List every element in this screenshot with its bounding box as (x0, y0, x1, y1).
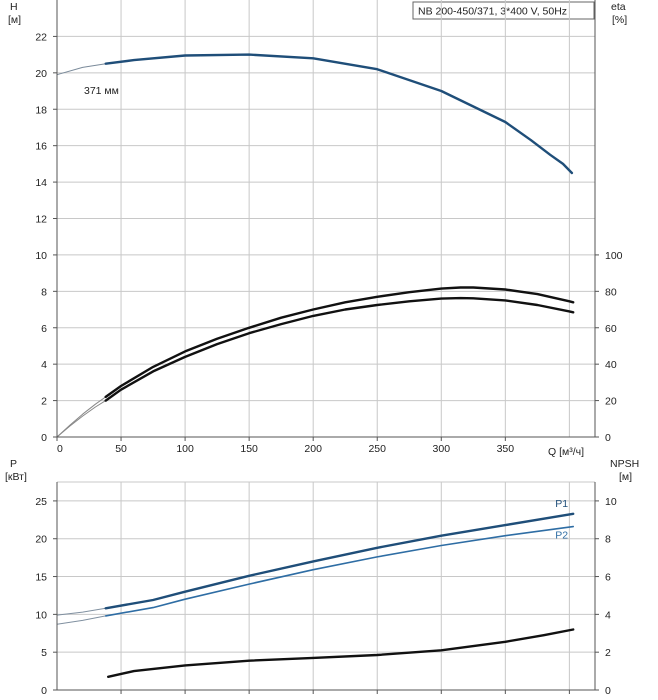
npsh-axis-label-unit: [м] (619, 471, 632, 483)
left-tick-label: 20 (35, 534, 47, 546)
right-tick-label: 6 (605, 572, 611, 584)
series-P2-extension-line (56, 615, 107, 625)
x-tick-label: 100 (176, 443, 194, 455)
right-tick-label: 4 (605, 609, 611, 621)
left-tick-label: 0 (41, 685, 47, 697)
x-tick-label: 200 (304, 443, 322, 455)
right-tick-label: 0 (605, 685, 611, 697)
flow-axis-label: Q [м³/ч] (548, 446, 584, 458)
series-label-p2: P2 (555, 530, 568, 542)
x-tick-label: 300 (433, 443, 451, 455)
right-tick-label: 2 (605, 647, 611, 659)
left-tick-label: 18 (35, 104, 47, 116)
series-eta-line (104, 286, 575, 399)
series-p2-line (104, 525, 575, 617)
head-axis-label-name: H (10, 1, 18, 13)
right-tick-label: 100 (605, 250, 623, 262)
eta-axis-label-name: eta (611, 1, 626, 13)
left-tick-label: 8 (41, 286, 47, 298)
series-head-extension-line (56, 63, 107, 76)
x-tick-label: 250 (368, 443, 386, 455)
right-tick-label: 10 (605, 496, 617, 508)
x-tick-label: 350 (497, 443, 515, 455)
left-tick-label: 0 (41, 432, 47, 444)
left-tick-label: 20 (35, 68, 47, 80)
right-tick-label: 8 (605, 534, 611, 546)
left-tick-label: 6 (41, 323, 47, 335)
right-tick-label: 60 (605, 323, 617, 335)
right-tick-label: 20 (605, 396, 617, 408)
series-label-p1: P1 (555, 498, 568, 510)
head-axis-label-unit: [м] (8, 14, 21, 26)
left-tick-label: 16 (35, 141, 47, 153)
eta-axis-label-unit: [%] (612, 14, 627, 26)
left-tick-label: 10 (35, 609, 47, 621)
right-tick-label: 0 (605, 432, 611, 444)
series-eta-line (104, 296, 575, 402)
left-tick-label: 2 (41, 396, 47, 408)
chart-title: NB 200-450/371, 3*400 V, 50Hz (418, 6, 567, 18)
series-p1-line (104, 512, 575, 610)
power-axis-label-name: P (10, 458, 17, 470)
left-tick-label: 22 (35, 31, 47, 43)
left-tick-label: 12 (35, 214, 47, 226)
impeller-diameter-annotation: 371 мм (84, 85, 119, 97)
npsh-axis-label-name: NPSH (610, 458, 639, 470)
series-eta-extension-line (56, 396, 107, 438)
series-NPSH-line (106, 628, 575, 678)
x-tick-label: 0 (57, 443, 63, 455)
left-tick-label: 5 (41, 647, 47, 659)
series-head-line (104, 53, 574, 175)
series-P1-extension-line (56, 607, 107, 616)
left-tick-label: 15 (35, 572, 47, 584)
left-tick-label: 25 (35, 496, 47, 508)
right-tick-label: 80 (605, 286, 617, 298)
left-tick-label: 10 (35, 250, 47, 262)
left-tick-label: 4 (41, 359, 47, 371)
power-axis-label-unit: [кВт] (5, 471, 27, 483)
x-tick-label: 150 (240, 443, 258, 455)
right-tick-label: 40 (605, 359, 617, 371)
x-tick-label: 50 (115, 443, 127, 455)
left-tick-label: 14 (35, 177, 47, 189)
chart-title-box (412, 1, 595, 20)
series-eta-extension-line (56, 400, 107, 438)
